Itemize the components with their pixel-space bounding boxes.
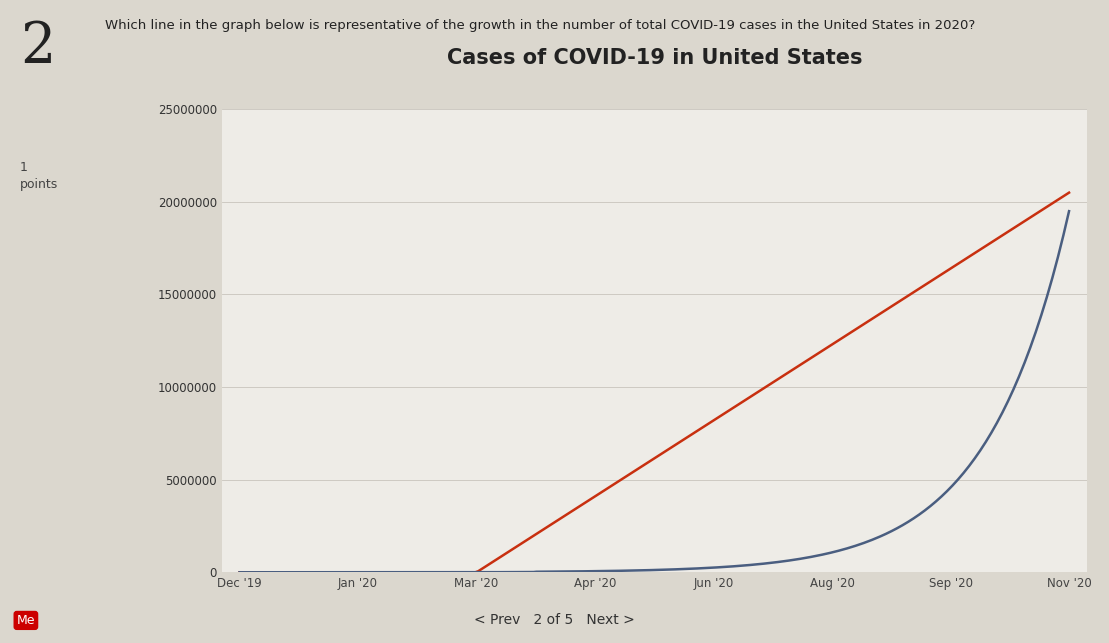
Text: < Prev   2 of 5   Next >: < Prev 2 of 5 Next > [475, 613, 634, 627]
Text: Cases of COVID-19 in United States: Cases of COVID-19 in United States [447, 48, 862, 68]
Text: Which line in the graph below is representative of the growth in the number of t: Which line in the graph below is represe… [105, 19, 976, 32]
Text: 2: 2 [20, 19, 55, 74]
Text: 1
points: 1 points [20, 161, 58, 191]
Text: Me: Me [17, 614, 35, 627]
